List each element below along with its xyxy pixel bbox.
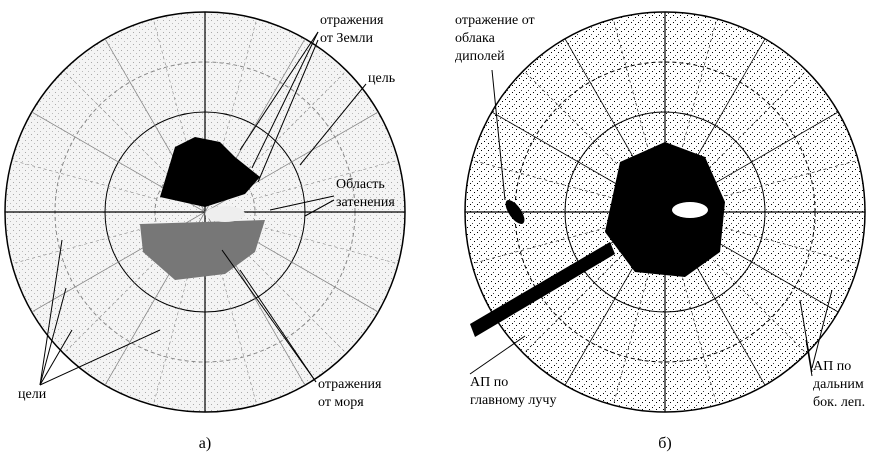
annotation-label: цели: [18, 387, 47, 402]
leader-line: [470, 336, 525, 374]
annotation-label: от моря: [318, 395, 364, 410]
annotation-label: облака: [455, 31, 496, 46]
annotation-label: отражения: [320, 13, 384, 28]
shadow-area: [672, 202, 708, 218]
radar-display: отражения от Земли цель Область затенения цел…: [5, 12, 405, 452]
shadow-area: [205, 206, 245, 222]
annotation-label: от Земли: [320, 31, 374, 46]
annotation-label: затенения: [336, 195, 395, 210]
annotation-label: главному лучу: [470, 393, 556, 408]
annotation-label: отражения: [318, 377, 382, 392]
panel-caption: а): [199, 435, 211, 452]
annotation-label: бок. леп.: [813, 395, 865, 410]
annotation-label: Область: [336, 177, 385, 192]
figure: отражения от Земли цель Область затенения цел…: [0, 0, 870, 461]
annotation-label: АП по: [813, 359, 851, 374]
annotation-label: диполей: [455, 49, 505, 64]
annotation-label: цель: [368, 71, 395, 86]
radar-display: отражение от облака диполей АП по главному л…: [455, 12, 865, 452]
annotation-label: дальним: [813, 377, 864, 392]
panel-caption: б): [658, 435, 671, 452]
annotation-label: АП по: [470, 375, 508, 390]
annotation-label: отражение от: [455, 13, 535, 28]
